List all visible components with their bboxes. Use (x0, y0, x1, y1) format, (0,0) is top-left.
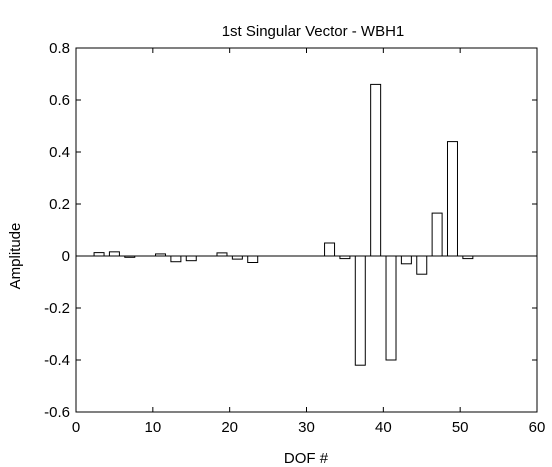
bars-group (93, 83, 474, 366)
x-tick-label: 20 (221, 419, 238, 436)
bar (416, 255, 428, 275)
bar (400, 255, 412, 265)
x-axis-label: DOF # (284, 450, 329, 467)
x-tick-label: 40 (375, 419, 392, 436)
x-tick-label: 10 (144, 419, 161, 436)
y-tick-label: 0.8 (49, 40, 70, 57)
bar (170, 255, 182, 263)
x-tick-label: 50 (452, 419, 469, 436)
bar (370, 83, 382, 257)
bar (185, 255, 197, 262)
y-tick-label: 0 (62, 248, 70, 265)
x-axis: 0 10 20 30 40 50 60 (72, 48, 546, 436)
bar (324, 242, 336, 257)
bar (93, 252, 105, 257)
x-tick-label: 30 (298, 419, 315, 436)
y-tick-label: 0.4 (49, 144, 70, 161)
y-tick-label: 0.2 (49, 196, 70, 213)
bar (385, 255, 397, 361)
y-tick-label: -0.6 (44, 404, 70, 421)
plot-area (75, 47, 538, 413)
bar (247, 255, 259, 263)
y-tick-label: -0.4 (44, 352, 70, 369)
x-tick-label: 0 (72, 419, 80, 436)
y-tick-label: -0.2 (44, 300, 70, 317)
y-tick-label: 0.6 (49, 92, 70, 109)
bar (108, 251, 120, 257)
bar (354, 255, 366, 366)
chart-title: 1st Singular Vector - WBH1 (222, 23, 405, 40)
x-tick-label: 60 (529, 419, 546, 436)
bar (446, 141, 458, 257)
y-axis: -0.6 -0.4 -0.2 0 0.2 0.4 0.6 0.8 (44, 40, 537, 421)
bar (431, 212, 443, 257)
y-axis-label: Amplitude (7, 223, 24, 290)
